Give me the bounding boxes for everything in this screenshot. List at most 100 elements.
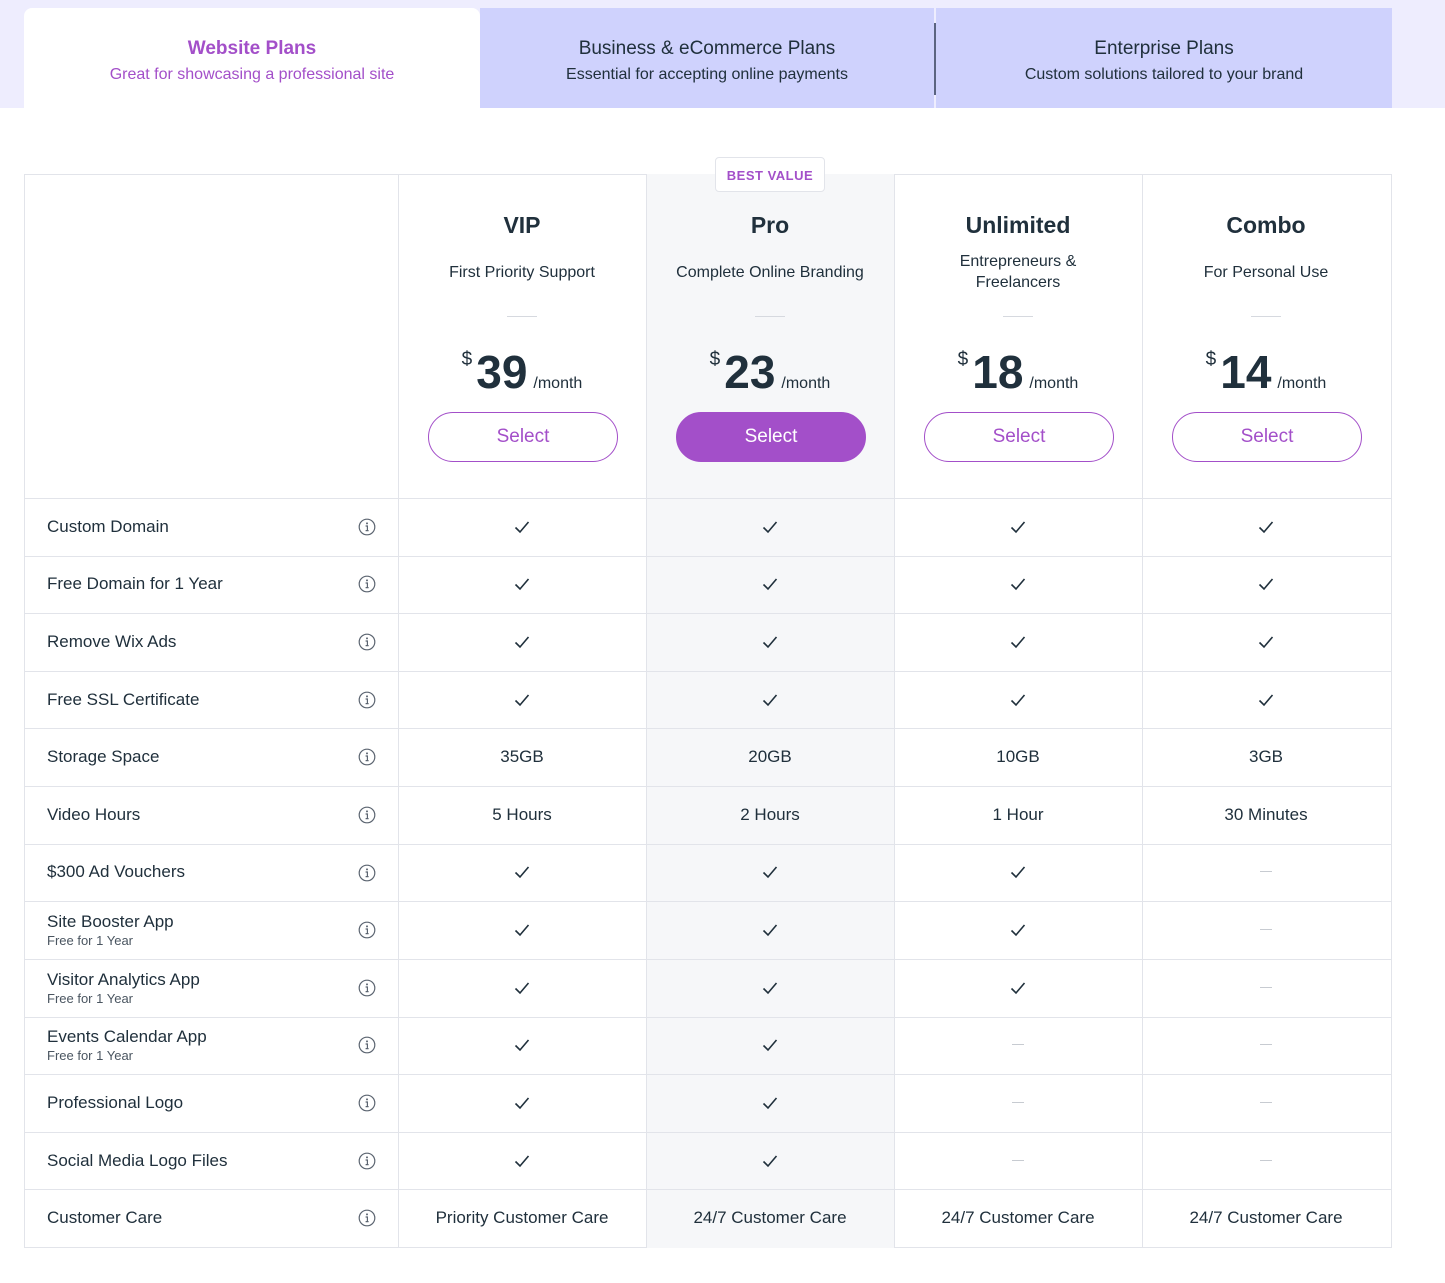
feature-note: Free for 1 Year bbox=[47, 933, 133, 949]
feature-name: Customer Care bbox=[47, 1208, 163, 1228]
info-icon[interactable] bbox=[358, 691, 376, 709]
select-button[interactable]: Select bbox=[924, 412, 1114, 462]
tab-title: Business & eCommerce Plans bbox=[578, 38, 836, 59]
currency: $ bbox=[461, 349, 473, 370]
feature-value: Priority Customer Care bbox=[435, 1208, 609, 1228]
check-icon bbox=[1142, 498, 1390, 556]
check-icon bbox=[646, 671, 894, 729]
check-icon bbox=[894, 498, 1142, 556]
row-divider bbox=[24, 613, 1392, 615]
row-divider bbox=[24, 728, 1392, 730]
row-divider bbox=[24, 786, 1392, 788]
check-icon bbox=[894, 671, 1142, 729]
plan-name: Unlimited bbox=[965, 212, 1071, 238]
tab-subtitle: Essential for accepting online payments bbox=[566, 66, 848, 83]
separator bbox=[1003, 316, 1033, 317]
feature-label: Events Calendar App Free for 1 Year bbox=[47, 1017, 207, 1075]
plan-description: For Personal Use bbox=[1203, 263, 1329, 281]
feature-label: Storage Space bbox=[47, 728, 159, 786]
separator bbox=[507, 316, 537, 317]
price-period: /month bbox=[1029, 375, 1079, 392]
check-icon bbox=[894, 959, 1142, 1017]
info-icon[interactable] bbox=[358, 1036, 376, 1054]
plan-description: Complete Online Branding bbox=[676, 263, 864, 281]
info-icon[interactable] bbox=[358, 748, 376, 766]
plan-tab[interactable]: Website Plans Great for showcasing a prof… bbox=[24, 8, 480, 108]
plan-price: $14/month bbox=[1142, 345, 1390, 399]
feature-value: 30 Minutes bbox=[1224, 804, 1308, 824]
currency: $ bbox=[957, 349, 969, 370]
check-icon bbox=[398, 901, 646, 959]
plan-price: $23/month bbox=[646, 345, 894, 399]
check-icon bbox=[646, 901, 894, 959]
feature-note: Free for 1 Year bbox=[47, 1048, 133, 1064]
info-icon[interactable] bbox=[358, 1094, 376, 1112]
row-divider bbox=[24, 1016, 1392, 1018]
feature-label: Remove Wix Ads bbox=[47, 613, 176, 671]
feature-label: Social Media Logo Files bbox=[47, 1132, 227, 1190]
price-amount: 23 bbox=[724, 346, 776, 398]
select-button[interactable]: Select bbox=[676, 412, 866, 462]
info-icon[interactable] bbox=[358, 806, 376, 824]
plan-name: Combo bbox=[1226, 212, 1306, 238]
feature-label: Site Booster App Free for 1 Year bbox=[47, 901, 174, 959]
tab-title: Enterprise Plans bbox=[1094, 38, 1234, 59]
feature-name: Events Calendar App bbox=[47, 1027, 207, 1047]
info-icon[interactable] bbox=[358, 1152, 376, 1170]
feature-label: Professional Logo bbox=[47, 1074, 183, 1132]
check-icon bbox=[646, 556, 894, 614]
check-icon bbox=[646, 1017, 894, 1075]
feature-value: 24/7 Customer Care bbox=[941, 1208, 1095, 1228]
info-icon[interactable] bbox=[358, 518, 376, 536]
plan-column bbox=[646, 174, 894, 1248]
info-icon[interactable] bbox=[358, 633, 376, 651]
info-icon[interactable] bbox=[358, 921, 376, 939]
info-icon[interactable] bbox=[358, 864, 376, 882]
dash-icon bbox=[1142, 959, 1390, 1017]
dash-icon bbox=[1142, 1132, 1390, 1190]
price-amount: 18 bbox=[972, 346, 1024, 398]
feature-name: Free Domain for 1 Year bbox=[47, 574, 223, 594]
check-icon bbox=[646, 1074, 894, 1132]
check-icon bbox=[646, 959, 894, 1017]
check-icon bbox=[398, 844, 646, 902]
feature-name: Site Booster App bbox=[47, 912, 174, 932]
plan-column bbox=[398, 174, 646, 1248]
info-icon[interactable] bbox=[358, 575, 376, 593]
feature-label: Free SSL Certificate bbox=[47, 671, 199, 729]
feature-label: Visitor Analytics App Free for 1 Year bbox=[47, 959, 200, 1017]
price-period: /month bbox=[1277, 375, 1327, 392]
check-icon bbox=[894, 556, 1142, 614]
check-icon bbox=[398, 556, 646, 614]
check-icon bbox=[398, 498, 646, 556]
check-icon bbox=[398, 671, 646, 729]
check-icon bbox=[1142, 556, 1390, 614]
feature-value: 1 Hour bbox=[992, 804, 1044, 824]
select-button[interactable]: Select bbox=[428, 412, 618, 462]
info-icon[interactable] bbox=[358, 979, 376, 997]
check-icon bbox=[398, 959, 646, 1017]
feature-value: 24/7 Customer Care bbox=[1189, 1208, 1343, 1228]
tab-divider bbox=[934, 23, 936, 95]
check-icon bbox=[398, 1074, 646, 1132]
select-button[interactable]: Select bbox=[1172, 412, 1362, 462]
dash-icon bbox=[1142, 1074, 1390, 1132]
tab-subtitle: Custom solutions tailored to your brand bbox=[1024, 66, 1304, 83]
plan-tab[interactable]: Enterprise Plans Custom solutions tailore… bbox=[936, 8, 1392, 108]
row-divider bbox=[24, 670, 1392, 672]
plan-price: $39/month bbox=[398, 345, 646, 399]
plan-column bbox=[894, 174, 1142, 1248]
plan-price: $18/month bbox=[894, 345, 1142, 399]
plan-tab[interactable]: Business & eCommerce Plans Essential for … bbox=[480, 8, 934, 108]
feature-name: $300 Ad Vouchers bbox=[47, 862, 186, 882]
dash-icon bbox=[894, 1074, 1142, 1132]
feature-label: Video Hours bbox=[47, 786, 140, 844]
info-icon[interactable] bbox=[358, 1209, 376, 1227]
check-icon bbox=[646, 613, 894, 671]
row-divider bbox=[24, 555, 1392, 557]
row-divider bbox=[24, 1131, 1392, 1133]
feature-value: 35GB bbox=[500, 747, 544, 767]
check-icon bbox=[646, 498, 894, 556]
feature-name: Video Hours bbox=[47, 804, 141, 824]
